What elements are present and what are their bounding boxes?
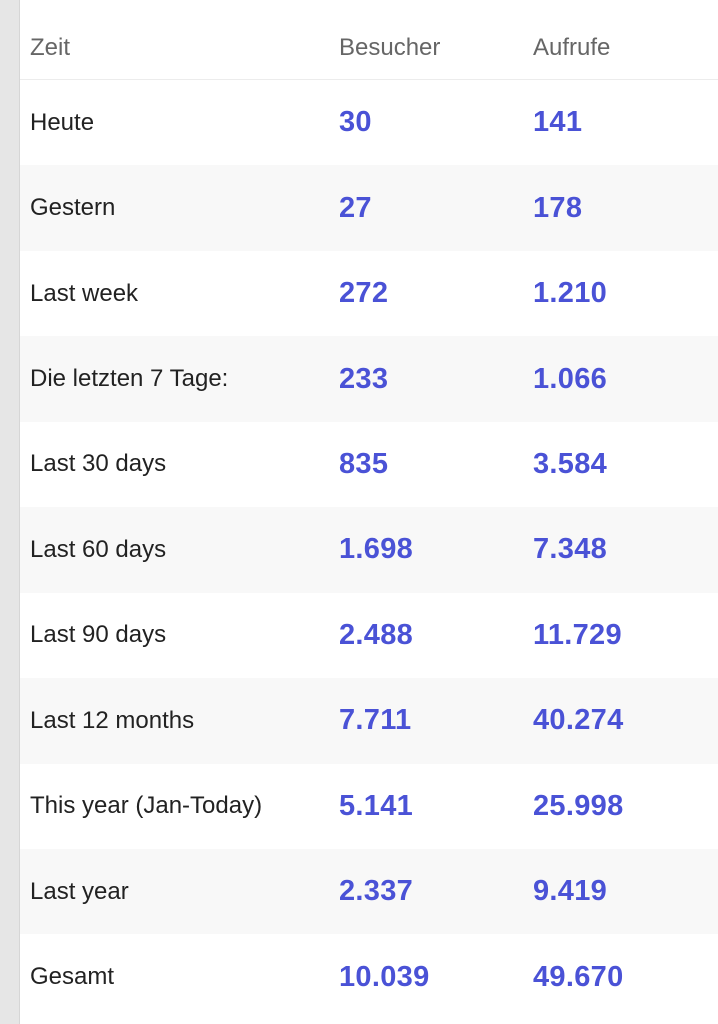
table-row: Last 60 days 1.698 7.348 [20, 507, 718, 593]
visitors-value: 10.039 [339, 960, 430, 993]
table-row: Last 30 days 835 3.584 [20, 422, 718, 507]
header-visitors: Besucher [339, 33, 441, 61]
left-edge-divider [0, 0, 20, 1024]
row-label: Last 60 days [30, 535, 167, 563]
table-row: Gesamt 10.039 49.670 [20, 934, 718, 1019]
row-label: Die letzten 7 Tage: [30, 365, 229, 393]
views-value: 40.274 [533, 704, 624, 737]
stats-table: Zeit Besucher Aufrufe Heute 30 141 Geste… [20, 0, 718, 1020]
row-label: This year (Jan-Today) [30, 792, 263, 820]
table-row: This year (Jan-Today) 5.141 25.998 [20, 764, 718, 849]
visitors-value: 1.698 [339, 533, 414, 566]
views-value: 141 [533, 106, 583, 139]
table-header: Zeit Besucher Aufrufe [20, 0, 718, 80]
visitors-value: 835 [339, 447, 389, 480]
views-value: 49.670 [533, 960, 624, 993]
row-label: Last 30 days [30, 450, 167, 478]
visitors-value: 2.488 [339, 618, 414, 651]
table-row: Last year 2.337 9.419 [20, 848, 718, 935]
views-value: 9.419 [533, 875, 608, 908]
row-label: Last week [30, 279, 139, 307]
row-label: Gesamt [30, 963, 115, 991]
views-value: 11.729 [533, 618, 622, 651]
table-row: Last 90 days 2.488 11.729 [20, 593, 718, 678]
visitors-value: 233 [339, 362, 389, 395]
table-row: Gestern 27 178 [20, 165, 718, 251]
table-row: Die letzten 7 Tage: 233 1.066 [20, 336, 718, 422]
visitors-value: 7.711 [339, 704, 412, 737]
header-time: Zeit [30, 33, 71, 61]
views-value: 1.066 [533, 362, 608, 395]
visitors-value: 2.337 [339, 875, 414, 908]
views-value: 7.348 [533, 533, 608, 566]
row-label: Gestern [30, 194, 116, 222]
row-label: Last year [30, 877, 129, 905]
views-value: 1.210 [533, 277, 608, 310]
row-label: Heute [30, 108, 95, 136]
table-row: Heute 30 141 [20, 80, 718, 165]
row-label: Last 12 months [30, 706, 195, 734]
visitors-value: 27 [339, 191, 372, 224]
views-value: 178 [533, 191, 583, 224]
views-value: 25.998 [533, 789, 624, 822]
row-label: Last 90 days [30, 621, 167, 649]
table-row: Last week 272 1.210 [20, 251, 718, 336]
visitors-value: 5.141 [339, 789, 414, 822]
table-row: Last 12 months 7.711 40.274 [20, 678, 718, 764]
visitors-value: 30 [339, 106, 372, 139]
header-views: Aufrufe [533, 33, 611, 61]
views-value: 3.584 [533, 447, 608, 480]
visitors-value: 272 [339, 277, 389, 310]
